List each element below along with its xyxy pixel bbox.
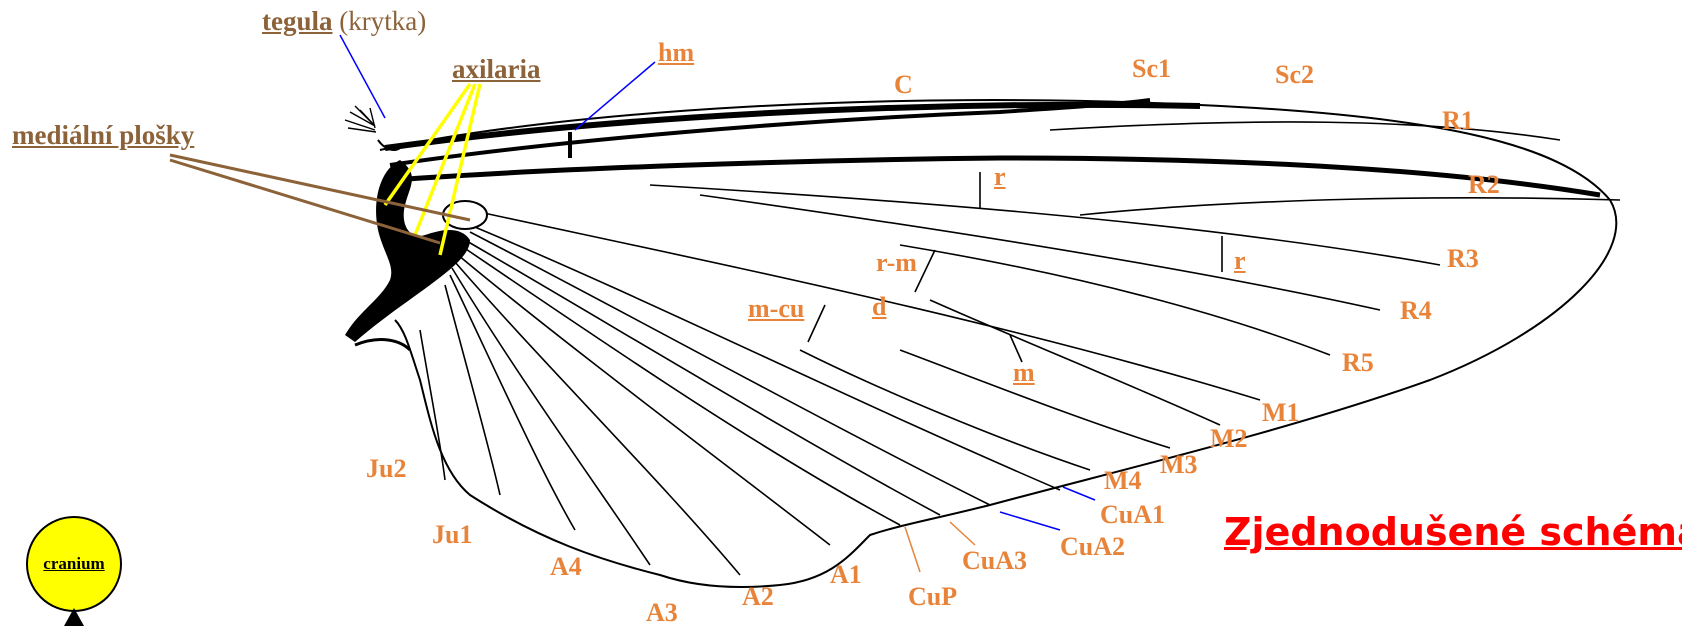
vein-label-m1: M1 — [1262, 398, 1300, 427]
vein-r1 — [1049, 121, 1561, 141]
vein-label-r4: R4 — [1400, 296, 1432, 325]
vein-m1 — [469, 209, 1261, 401]
vein-a2 — [454, 261, 741, 576]
vein-label-r2: R2 — [1468, 170, 1500, 199]
vein-label-c: C — [894, 70, 913, 99]
vein-cua1 — [469, 224, 1061, 491]
cranium-node[interactable]: cranium — [26, 516, 122, 612]
vein-r4 — [699, 194, 1381, 311]
vein-a4 — [449, 274, 576, 531]
vein-a3 — [451, 267, 651, 566]
vein-m2 — [929, 299, 1221, 426]
schema-title: Zjednodušené schéma — [1224, 510, 1682, 554]
tegula-note: (krytka) — [339, 6, 427, 36]
axilaria-label: axilaria — [452, 54, 541, 84]
vein-label-r3: R3 — [1447, 244, 1479, 273]
radius-vein — [391, 155, 1601, 198]
vein-label-cup: CuP — [908, 582, 958, 611]
crossvein-label-rm: r-m — [876, 248, 917, 277]
cup-pointer — [904, 526, 921, 573]
cua3-pointer — [949, 521, 976, 546]
vein-ju1 — [444, 284, 501, 496]
vein-a1 — [457, 254, 831, 546]
costal-vein — [384, 101, 1201, 151]
vein-label-a4: A4 — [550, 552, 582, 581]
medialni-plosky-label: mediální plošky — [12, 120, 195, 150]
vein-label-cua2: CuA2 — [1060, 532, 1126, 561]
tegula-label: tegula (krytka) — [262, 6, 427, 36]
hm-label: hm — [658, 38, 695, 67]
hm-pointer — [574, 61, 656, 131]
vein-m3 — [899, 349, 1171, 449]
tegula-pointer — [339, 34, 386, 119]
vein-label-a2: A2 — [742, 582, 774, 611]
vein-label-m3: M3 — [1160, 450, 1198, 479]
cranium-label: cranium — [43, 554, 105, 573]
vein-label-a1: A1 — [830, 560, 862, 589]
vein-cua2 — [469, 231, 991, 506]
vein-ju2 — [419, 329, 446, 481]
subcostal-vein — [389, 98, 1151, 167]
cua2-pointer — [999, 511, 1061, 531]
crossvein-label-m: m — [1013, 358, 1035, 387]
vein-r3 — [649, 184, 1441, 266]
vein-label-a3: A3 — [646, 598, 678, 627]
vein-label-r1: R1 — [1442, 106, 1474, 135]
vein-label-r5: R5 — [1342, 348, 1374, 377]
cua1-pointer — [1062, 486, 1096, 501]
jugal-fold — [354, 338, 412, 352]
crossvein-label-mcu: m-cu — [748, 294, 805, 323]
crossvein-label-d: d — [872, 292, 887, 321]
vein-label-cua1: CuA1 — [1100, 500, 1166, 529]
crossvein-label-r: r — [994, 162, 1006, 191]
axilaria-pointer-3 — [438, 83, 482, 256]
tegula-scale — [377, 139, 401, 151]
vein-label-m2: M2 — [1210, 424, 1248, 453]
vein-label-ju1: Ju1 — [432, 520, 473, 549]
vein-label-m4: M4 — [1104, 466, 1142, 495]
crossvein-m — [1009, 334, 1023, 363]
vein-cua3 — [464, 239, 941, 516]
tegula-bristles — [344, 105, 377, 133]
wing-base-sclerite — [345, 160, 470, 342]
up-arrow-icon — [64, 608, 84, 626]
vein-r5 — [899, 244, 1331, 356]
axilaria-pointer-1 — [383, 82, 472, 207]
medialni-pointer-1 — [169, 153, 471, 222]
medialni-pointer-2 — [169, 158, 441, 245]
crossvein-label-r-second: r — [1234, 246, 1246, 275]
crossvein-rm — [914, 249, 936, 293]
vein-cup — [459, 244, 901, 526]
vein-r2 — [1079, 197, 1621, 216]
vein-label-cua3: CuA3 — [962, 546, 1028, 575]
vein-m4 — [799, 349, 1091, 471]
vein-label-ju2: Ju2 — [366, 454, 407, 483]
vein-label-sc2: Sc2 — [1275, 60, 1314, 89]
crossvein-mcu — [807, 304, 826, 343]
vein-label-sc1: Sc1 — [1132, 54, 1171, 83]
